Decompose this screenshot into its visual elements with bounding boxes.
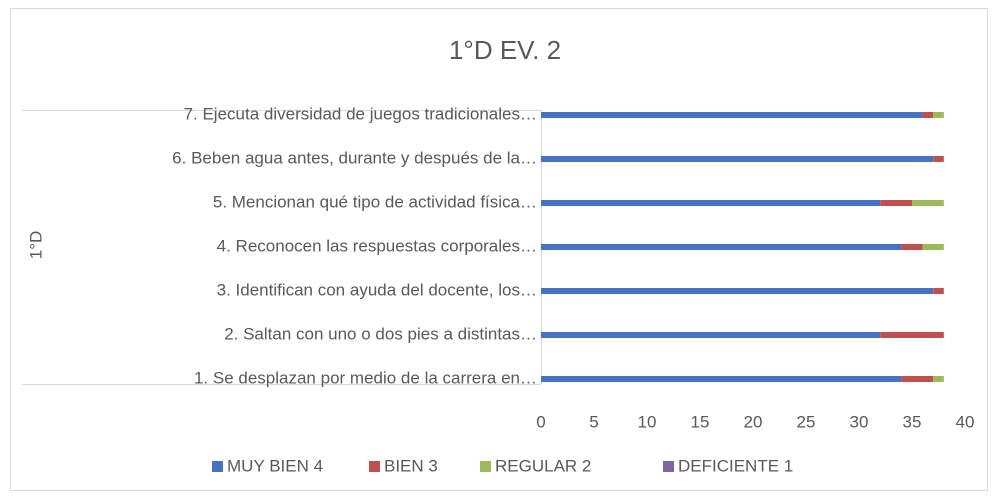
y-tick-label: 4. Reconocen las respuestas corporales… [217,236,537,255]
legend-label: REGULAR 2 [495,456,591,475]
bar-segment [933,288,944,294]
bar-segment [933,376,944,382]
bar-segment [901,244,923,250]
x-tick-label: 10 [638,412,657,431]
legend-swatch [369,461,380,472]
y-axis-label: 1°D [26,231,45,260]
legend-label: MUY BIEN 4 [227,456,323,475]
x-tick-label: 25 [797,412,816,431]
y-tick-label: 3. Identifican con ayuda del docente, lo… [217,280,537,299]
legend-label: BIEN 3 [384,456,438,475]
bar-segment [541,200,881,206]
legend-swatch [212,461,223,472]
x-tick-label: 30 [850,412,869,431]
y-tick-label: 5. Mencionan qué tipo de actividad físic… [213,192,537,211]
x-tick-label: 15 [691,412,710,431]
legend-label: DEFICIENTE 1 [678,456,793,475]
bar-segment [901,376,934,382]
bar-segment [933,112,944,118]
x-tick-label: 35 [903,412,922,431]
chart-title: 1°D EV. 2 [449,35,561,65]
bar-segment [541,332,881,338]
y-tick-label: 2. Saltan con uno o dos pies a distintas… [224,324,537,343]
x-tick-label: 5 [589,412,598,431]
x-tick-label: 20 [744,412,763,431]
bar-segment [541,156,934,162]
x-tick-label: 0 [536,412,545,431]
bar-segment [922,244,944,250]
bar-segment [880,332,944,338]
x-tick-label: 40 [956,412,975,431]
bar-segment [880,200,912,206]
y-tick-label: 6. Beben agua antes, durante y después d… [172,148,537,167]
legend-swatch [480,461,491,472]
bar-segment [933,156,944,162]
bar-segment [922,112,934,118]
bar-segment [541,288,934,294]
bar-segment [541,376,902,382]
bar-segment [912,200,944,206]
legend-swatch [663,461,674,472]
bar-segment [541,244,902,250]
y-tick-label: 1. Se desplazan por medio de la carrera … [194,368,537,387]
y-tick-label: 7. Ejecuta diversidad de juegos tradicio… [184,104,537,123]
bar-segment [541,112,923,118]
